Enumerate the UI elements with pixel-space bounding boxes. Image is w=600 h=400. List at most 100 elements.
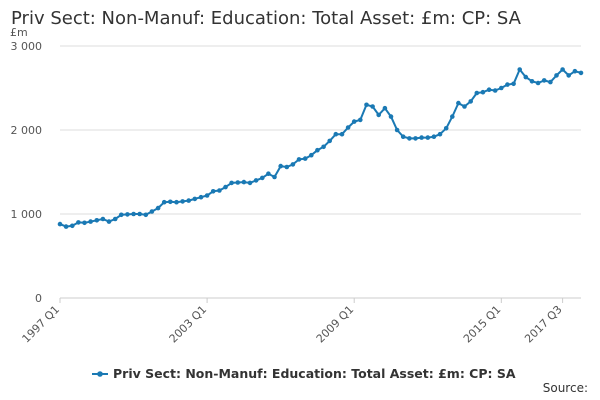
- legend-swatch-marker: [97, 371, 103, 377]
- data-point[interactable]: [345, 125, 351, 130]
- data-point[interactable]: [241, 179, 247, 185]
- data-point[interactable]: [443, 126, 449, 131]
- data-point[interactable]: [76, 220, 81, 225]
- data-point[interactable]: [529, 79, 535, 84]
- data-point[interactable]: [253, 178, 259, 183]
- data-point[interactable]: [290, 162, 296, 167]
- y-tick-label-0: 0: [35, 292, 42, 305]
- data-point[interactable]: [186, 198, 191, 203]
- data-point[interactable]: [339, 131, 345, 137]
- data-point[interactable]: [450, 114, 455, 119]
- data-point[interactable]: [382, 105, 388, 111]
- data-point[interactable]: [499, 85, 504, 91]
- gridlines: [60, 45, 581, 215]
- data-point[interactable]: [511, 81, 516, 87]
- data-point[interactable]: [462, 104, 467, 109]
- data-point[interactable]: [535, 80, 541, 86]
- data-point[interactable]: [125, 212, 130, 217]
- data-point[interactable]: [70, 223, 75, 229]
- data-point[interactable]: [566, 73, 571, 78]
- data-point[interactable]: [541, 78, 547, 83]
- data-point[interactable]: [143, 212, 149, 218]
- data-point[interactable]: [210, 189, 216, 194]
- legend[interactable]: Priv Sect: Non-Manuf: Education: Total A…: [92, 366, 516, 381]
- data-point[interactable]: [351, 119, 357, 124]
- data-point[interactable]: [161, 199, 167, 205]
- data-point[interactable]: [394, 127, 400, 133]
- data-point[interactable]: [364, 102, 369, 108]
- data-point[interactable]: [235, 180, 241, 185]
- data-point[interactable]: [388, 114, 394, 119]
- data-point[interactable]: [419, 135, 424, 140]
- data-point[interactable]: [572, 68, 578, 74]
- data-point[interactable]: [198, 194, 204, 200]
- data-point[interactable]: [82, 220, 87, 226]
- data-point[interactable]: [247, 180, 253, 186]
- data-point[interactable]: [88, 219, 93, 224]
- data-point[interactable]: [315, 147, 320, 153]
- data-point[interactable]: [302, 156, 308, 161]
- data-point[interactable]: [131, 211, 136, 217]
- data-point[interactable]: [517, 67, 522, 72]
- data-point[interactable]: [425, 135, 431, 140]
- data-point[interactable]: [229, 180, 234, 186]
- y-axis-label: £m: [10, 26, 28, 39]
- data-point[interactable]: [554, 73, 559, 78]
- x-tick-label-0: 1997 Q1: [20, 303, 63, 346]
- data-point[interactable]: [327, 138, 333, 144]
- data-point[interactable]: [180, 199, 185, 204]
- data-point[interactable]: [492, 88, 498, 93]
- data-point[interactable]: [296, 157, 302, 162]
- data-point[interactable]: [204, 193, 210, 198]
- data-point[interactable]: [217, 188, 222, 193]
- data-point[interactable]: [370, 104, 375, 109]
- data-point[interactable]: [468, 99, 474, 104]
- data-point[interactable]: [260, 175, 265, 181]
- series-line: [59, 68, 582, 228]
- data-point[interactable]: [480, 89, 486, 95]
- data-point[interactable]: [400, 134, 406, 139]
- data-point[interactable]: [192, 196, 198, 202]
- data-point[interactable]: [57, 221, 63, 227]
- data-point[interactable]: [456, 100, 461, 106]
- data-point[interactable]: [284, 164, 290, 170]
- data-point[interactable]: [333, 131, 339, 137]
- source-label: Source:: [542, 381, 588, 395]
- data-point[interactable]: [149, 209, 155, 214]
- data-point[interactable]: [560, 67, 565, 72]
- data-point[interactable]: [523, 74, 529, 80]
- y-tick-label-2: 2 000: [11, 124, 43, 137]
- data-point[interactable]: [112, 216, 118, 222]
- data-point[interactable]: [100, 216, 106, 222]
- data-point[interactable]: [272, 174, 277, 180]
- data-point[interactable]: [376, 112, 382, 118]
- data-point[interactable]: [413, 136, 418, 141]
- data-point[interactable]: [505, 82, 510, 87]
- data-point[interactable]: [358, 117, 363, 123]
- data-point[interactable]: [266, 171, 271, 176]
- data-point[interactable]: [321, 144, 326, 150]
- x-tick-label-3: 2015 Q1: [461, 303, 504, 346]
- data-point[interactable]: [137, 211, 142, 217]
- data-point[interactable]: [168, 199, 173, 205]
- data-point[interactable]: [578, 70, 584, 76]
- x-tick-label-1: 2003 Q1: [167, 303, 210, 346]
- data-point[interactable]: [278, 163, 284, 169]
- data-point[interactable]: [548, 79, 553, 85]
- data-point[interactable]: [223, 184, 228, 190]
- data-point[interactable]: [407, 136, 412, 141]
- series-layer: [57, 67, 584, 229]
- data-point[interactable]: [106, 219, 112, 224]
- data-point[interactable]: [63, 224, 69, 229]
- data-point[interactable]: [174, 199, 179, 205]
- data-point[interactable]: [94, 218, 100, 223]
- data-point[interactable]: [155, 205, 161, 211]
- data-point[interactable]: [437, 131, 443, 137]
- data-point[interactable]: [119, 212, 124, 218]
- data-point[interactable]: [431, 134, 437, 139]
- data-point[interactable]: [486, 87, 492, 92]
- legend-label: Priv Sect: Non-Manuf: Education: Total A…: [113, 366, 516, 381]
- data-point[interactable]: [474, 90, 480, 96]
- data-point[interactable]: [309, 152, 314, 158]
